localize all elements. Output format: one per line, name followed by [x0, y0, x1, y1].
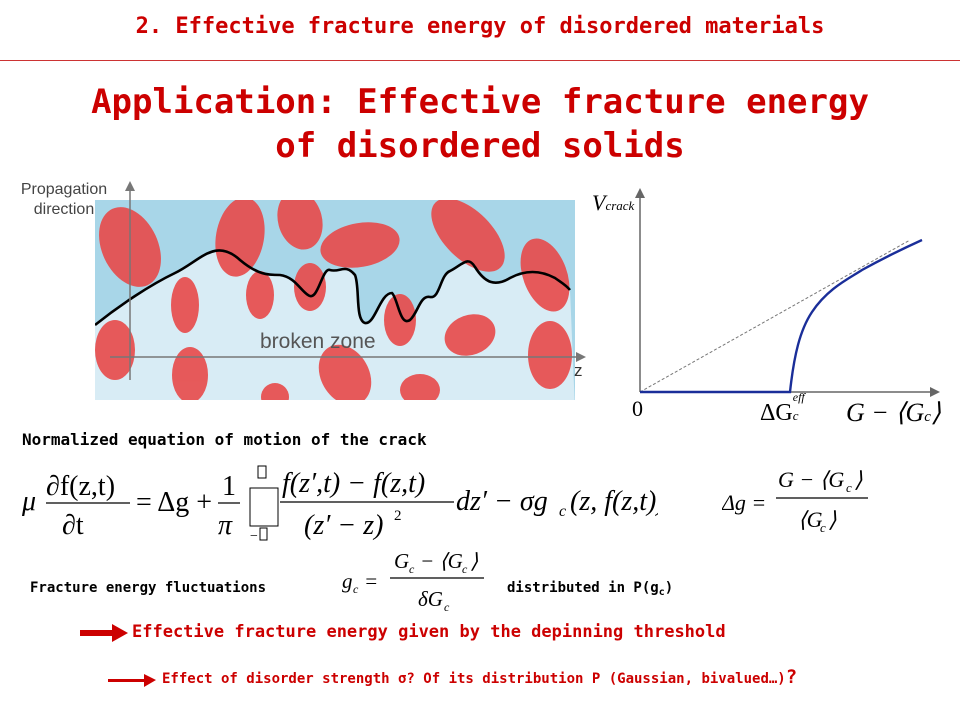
origin-label: 0	[632, 396, 643, 421]
svg-text:f(z′,t) − f(z,t): f(z′,t) − f(z,t)	[282, 468, 425, 499]
svg-text:δG: δG	[418, 587, 443, 611]
fluctuations-label: Fracture energy fluctuations	[30, 580, 267, 596]
svg-text:c: c	[409, 562, 415, 576]
conclusion-arrow-1	[80, 624, 128, 642]
header-divider	[0, 60, 960, 61]
svg-text:=: =	[364, 569, 378, 593]
svg-text:G: G	[394, 549, 409, 573]
propagation-label: Propagation direction	[0, 180, 128, 220]
header-bar: 2. Effective fracture energy of disorder…	[0, 0, 960, 50]
y-axis-label: Vcrack	[592, 190, 635, 215]
equation-of-motion-svg: μ ∂f(z,t) ∂t = Δg + 1 π − f(z′,t) − f(z,…	[21, 465, 666, 544]
svg-text:c: c	[846, 480, 852, 495]
svg-text:(z′ − z): (z′ − z)	[304, 510, 383, 541]
svg-text:c: c	[353, 582, 359, 596]
svg-text:− ⟨G: − ⟨G	[420, 549, 463, 573]
x-axis-label: G − ⟨Gc⟩	[846, 398, 942, 427]
propagation-label-line2: direction	[33, 201, 95, 218]
svg-text:dz′ − σg: dz′ − σg	[456, 486, 548, 517]
svg-text:π: π	[218, 510, 233, 541]
velocity-plot: Vcrack 0 ΔG eff c G − ⟨Gc⟩	[592, 180, 960, 440]
svg-text:∂t: ∂t	[62, 510, 84, 541]
crack-front-figure: Propagation direction broken zone z	[0, 175, 600, 410]
gc-definition: g c = G c − ⟨G c ⟩ δG c	[338, 548, 508, 618]
svg-text:G − ⟨G: G − ⟨G	[778, 467, 844, 492]
svg-text:1: 1	[222, 471, 236, 502]
svg-text:∂f(z,t): ∂f(z,t)	[46, 471, 115, 502]
conclusion-arrow-2	[108, 674, 156, 687]
broken-zone-label: broken zone	[260, 330, 376, 353]
equation-heading: Normalized equation of motion of the cra…	[22, 430, 427, 449]
svg-text:μ: μ	[21, 486, 36, 517]
svg-text:Δg =: Δg =	[722, 490, 766, 515]
svg-text:g: g	[342, 569, 353, 593]
svg-text:c: c	[462, 562, 468, 576]
delta-g-definition: Δg = G − ⟨G c ⟩ ⟨G c ⟩	[721, 465, 892, 540]
gc-svg: g c = G c − ⟨G c ⟩ δG c	[342, 549, 484, 614]
crack-front-line	[95, 249, 572, 327]
delta-g-svg: Δg = G − ⟨G c ⟩ ⟨G c ⟩	[721, 467, 868, 535]
velocity-curve-svg	[635, 188, 940, 397]
conclusion-line-2: Effect of disorder strength σ? Of its di…	[162, 666, 798, 688]
slide-title-line2: of disordered solids	[275, 126, 685, 166]
svg-text:−: −	[250, 529, 258, 543]
svg-text:c: c	[444, 600, 450, 614]
svg-text:c: c	[820, 520, 826, 535]
propagation-label-line1: Propagation	[20, 181, 108, 198]
svg-text:= Δg +: = Δg +	[136, 487, 212, 518]
svg-text:2: 2	[394, 508, 402, 524]
slide-title-line1: Application: Effective fracture energy	[91, 82, 869, 122]
conclusion-line-1: Effective fracture energy given by the d…	[132, 622, 726, 642]
svg-text:⟩: ⟩	[854, 467, 863, 492]
header-title: 2. Effective fracture energy of disorder…	[135, 14, 825, 39]
velocity-curve	[640, 238, 923, 394]
distributed-label: distributed in P(gc)	[507, 580, 674, 598]
svg-text:c: c	[559, 503, 566, 520]
threshold-label: ΔG eff c	[760, 390, 805, 426]
svg-text:⟨G: ⟨G	[798, 507, 823, 532]
svg-text:⟩: ⟩	[828, 507, 837, 532]
linear-asymptote	[639, 239, 911, 393]
equation-of-motion: μ ∂f(z,t) ∂t = Δg + 1 π − f(z′,t) − f(z,…	[18, 458, 666, 544]
z-axis-label: z	[574, 361, 583, 380]
svg-text:⟩: ⟩	[470, 549, 478, 573]
crack-front-illustration	[95, 181, 586, 400]
slide-title: Application: Effective fracture energy o…	[0, 80, 960, 168]
svg-text:(z, f(z,t)): (z, f(z,t))	[570, 486, 658, 517]
